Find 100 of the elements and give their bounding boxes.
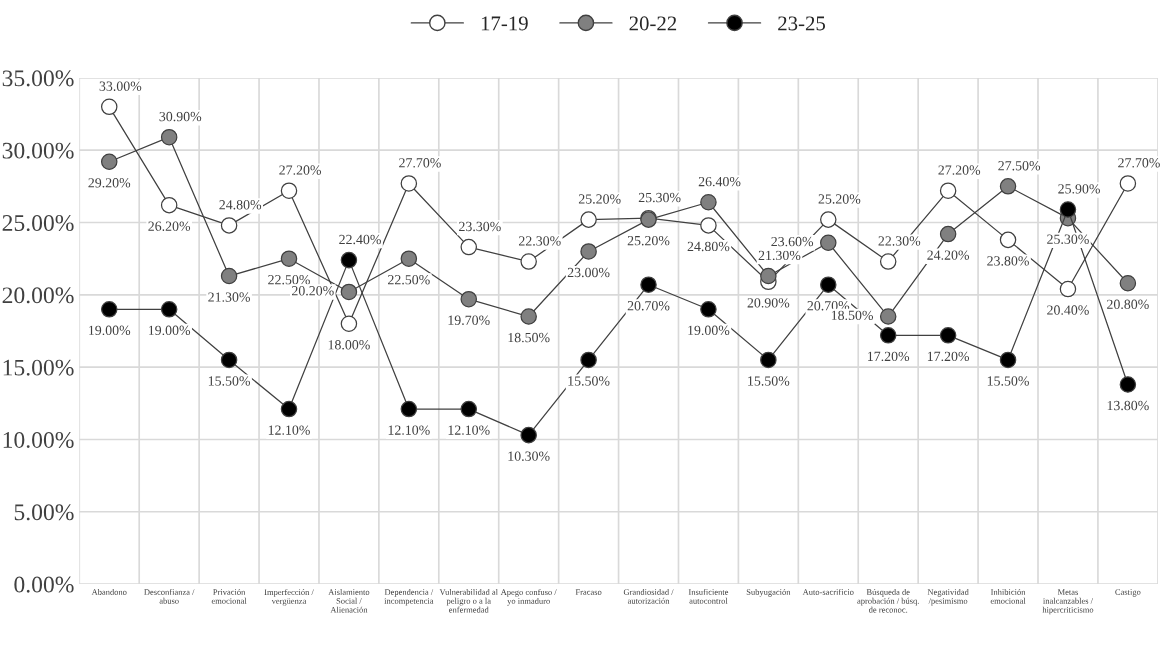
data-label: 10.30% [508, 451, 550, 461]
x-tick-label: Grandiosidad / autorización [623, 588, 674, 604]
x-tick-label: Imperfección / vergüenza [264, 588, 314, 606]
point [520, 308, 537, 325]
point [400, 400, 418, 418]
point [999, 178, 1017, 195]
data-label: 19.00% [89, 325, 131, 336]
point [460, 238, 478, 256]
data-label: 25.20% [627, 235, 670, 246]
data-label: 21.30% [758, 250, 801, 261]
data-label: 22.50% [388, 275, 430, 285]
y-tick-label: 5.00% [14, 504, 74, 521]
point [820, 211, 837, 228]
point [760, 351, 777, 369]
x-tick-label: Abandono [91, 588, 127, 595]
point [220, 351, 238, 369]
point [520, 253, 537, 270]
data-label: 23.30% [459, 221, 501, 232]
data-label: 24.20% [927, 250, 970, 260]
legend-label: 17-19 [481, 16, 528, 31]
point [280, 182, 298, 199]
x-tick-label: Metas inalcanzables / hipercriticismo [1042, 589, 1094, 615]
point [700, 217, 717, 234]
data-label: 15.50% [208, 376, 251, 386]
point [160, 128, 178, 146]
data-label: 33.00% [99, 81, 142, 91]
point [280, 400, 298, 418]
point [820, 276, 837, 293]
data-label: 18.50% [831, 310, 874, 321]
data-label: 25.20% [818, 194, 861, 204]
data-label: 23.00% [567, 267, 610, 278]
x-tick-label: Subyugación [746, 588, 791, 597]
data-label: 27.20% [938, 165, 981, 175]
legend-label: 20-22 [629, 16, 677, 31]
y-tick-label: 20.00% [2, 287, 74, 304]
point [400, 250, 418, 267]
x-tick-label: Privación emocional [211, 588, 247, 604]
point [160, 301, 178, 318]
point [100, 153, 118, 171]
data-label: 24.80% [219, 200, 262, 210]
data-label: 12.10% [388, 425, 430, 435]
point [700, 301, 717, 318]
y-tick-label: 0.00% [14, 576, 74, 593]
data-label: 19.70% [448, 315, 490, 325]
data-label: 22.30% [519, 236, 561, 246]
point [820, 234, 837, 252]
x-tick-label: Auto-sacrificio [802, 588, 854, 595]
point [340, 315, 358, 333]
point [999, 231, 1017, 249]
data-label: 22.50% [268, 275, 310, 285]
point [1119, 376, 1137, 393]
y-tick-label: 10.00% [3, 431, 74, 448]
data-label: 25.30% [1047, 234, 1089, 244]
point [939, 182, 957, 199]
point [220, 217, 238, 234]
x-tick-label: Desconfianza / abuso [144, 588, 195, 604]
point [220, 267, 238, 285]
data-label: 23.80% [987, 256, 1029, 266]
data-label: 17.20% [927, 351, 970, 362]
data-label: 18.50% [508, 332, 550, 343]
point [1119, 274, 1137, 292]
data-label: 20.20% [292, 286, 334, 296]
data-label: 12.10% [268, 425, 310, 435]
point [400, 175, 418, 192]
point [700, 194, 717, 211]
point [520, 426, 537, 444]
data-label: 20.80% [1107, 299, 1149, 310]
y-tick-label: 30.00% [2, 142, 74, 159]
point [340, 283, 358, 301]
point [100, 98, 118, 116]
data-label: 15.50% [748, 376, 790, 386]
x-tick-label: Insuficiente autocontrol [688, 588, 729, 604]
data-label: 25.90% [1058, 184, 1101, 194]
x-tick-label: Búsqueda de aprobación / búsq. de reconoc. [857, 588, 919, 613]
x-tick-label: Castigo [1115, 589, 1141, 597]
x-tick-label: Negatividad /pesimismo [927, 588, 969, 606]
point [879, 253, 897, 270]
point [1059, 280, 1077, 298]
data-label: 24.80% [687, 241, 730, 252]
x-tick-label: Apego confuso / yo inmaduro [500, 588, 557, 606]
point [879, 327, 897, 344]
data-label: 17.20% [868, 351, 910, 362]
x-tick-label: Aislamiento Social / Alienación [328, 588, 370, 613]
data-label: 21.30% [208, 292, 251, 302]
data-label: 19.00% [148, 325, 191, 336]
data-label: 27.20% [279, 165, 322, 175]
data-label: 26.40% [698, 176, 741, 187]
data-label: 22.30% [878, 236, 921, 246]
data-label: 13.80% [1107, 400, 1149, 411]
point [1059, 201, 1077, 218]
point [640, 276, 657, 293]
point [760, 267, 777, 285]
x-tick-label: Fracaso [575, 589, 602, 595]
data-label: 25.30% [638, 192, 681, 203]
data-label: 20.70% [627, 301, 670, 311]
y-tick-label: 35.00% [2, 70, 74, 87]
y-tick-label: 25.00% [2, 215, 74, 232]
point [580, 211, 597, 228]
data-label: 20.40% [1047, 305, 1089, 315]
point [460, 400, 478, 418]
